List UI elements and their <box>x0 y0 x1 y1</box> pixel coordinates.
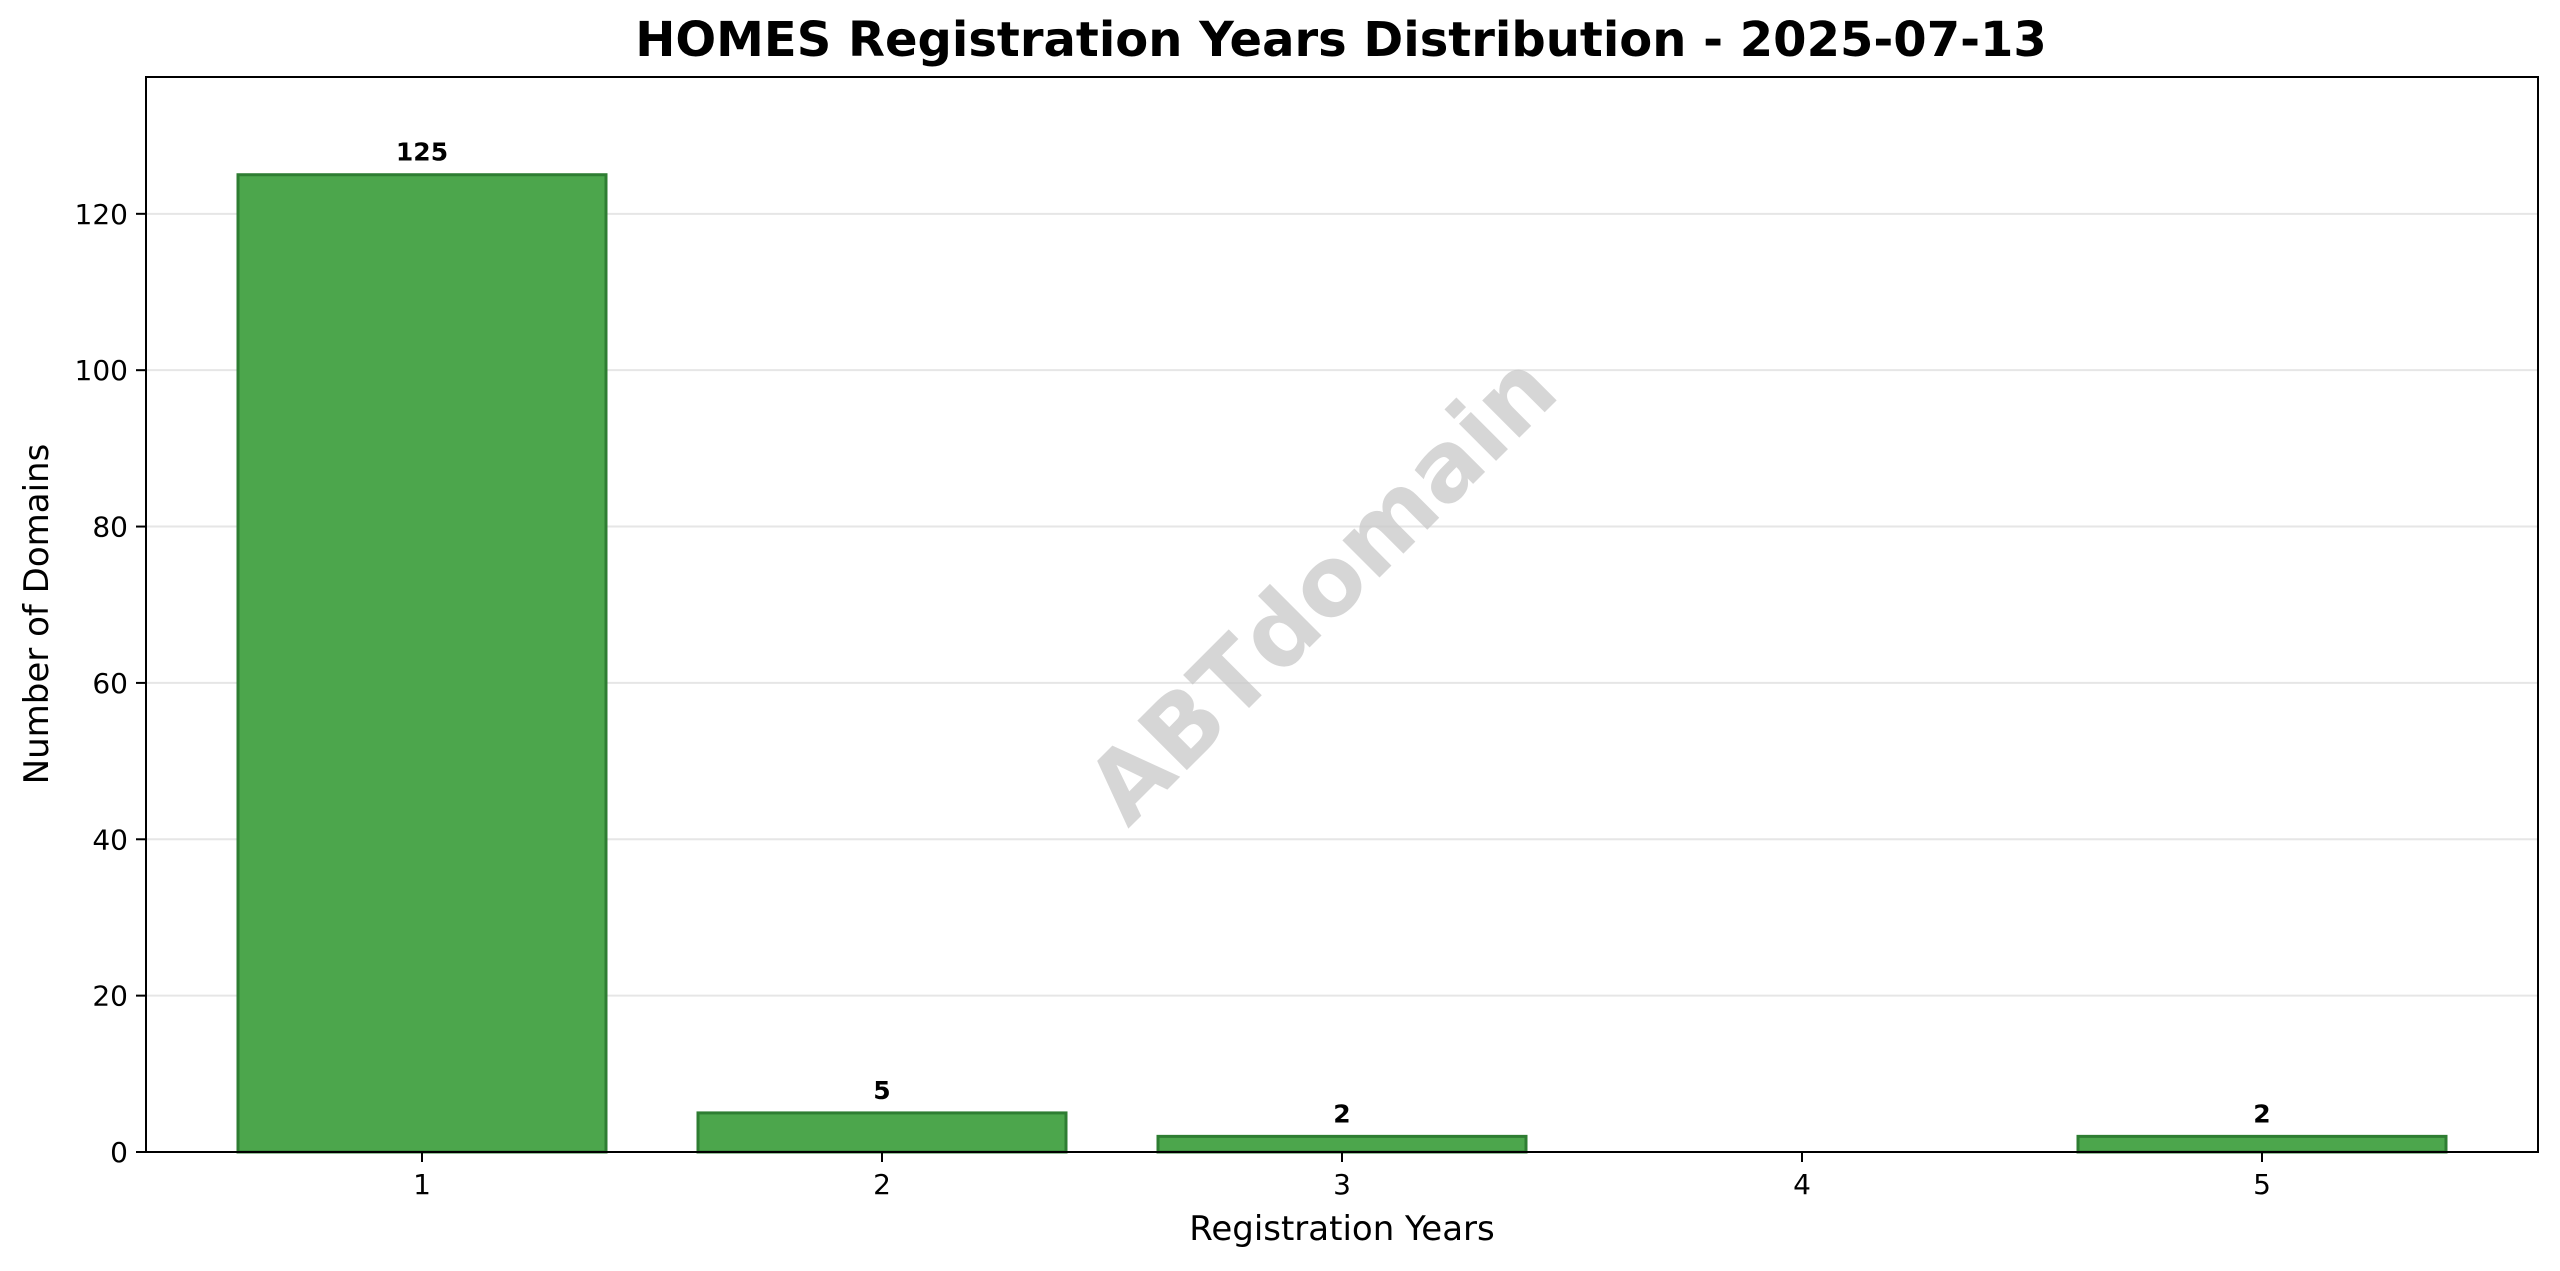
bar-value-label: 2 <box>2253 1099 2270 1128</box>
y-axis-label: Number of Domains <box>17 444 57 785</box>
y-tick-label: 120 <box>75 198 128 231</box>
bar-value-label: 125 <box>396 138 448 167</box>
y-tick-label: 40 <box>92 823 128 856</box>
x-axis: 1 2 3 4 5 <box>413 1152 2271 1201</box>
x-tick-label: 1 <box>413 1168 431 1201</box>
chart-title: HOMES Registration Years Distribution - … <box>635 12 2047 68</box>
bar <box>1156 1134 1528 1154</box>
data-labels: 125 5 2 2 <box>396 138 2271 1129</box>
bar <box>696 1111 1068 1154</box>
watermark: ABTdomain <box>1065 332 1578 845</box>
bar <box>236 173 608 1154</box>
bar-value-label: 2 <box>1333 1099 1350 1128</box>
bars <box>236 173 2448 1154</box>
x-tick-label: 2 <box>873 1168 891 1201</box>
y-tick-label: 80 <box>92 511 128 544</box>
x-tick-label: 3 <box>1333 1168 1351 1201</box>
y-tick-label: 20 <box>92 980 128 1013</box>
x-tick-label: 4 <box>1793 1168 1811 1201</box>
y-tick-label: 60 <box>92 667 128 700</box>
y-axis: 0 20 40 60 80 100 120 <box>75 198 146 1169</box>
bar-value-label: 5 <box>873 1076 890 1105</box>
y-tick-label: 0 <box>110 1136 128 1169</box>
y-tick-label: 100 <box>75 354 128 387</box>
x-tick-label: 5 <box>2253 1168 2271 1201</box>
x-axis-label: Registration Years <box>1189 1209 1495 1249</box>
bar <box>2076 1134 2448 1154</box>
